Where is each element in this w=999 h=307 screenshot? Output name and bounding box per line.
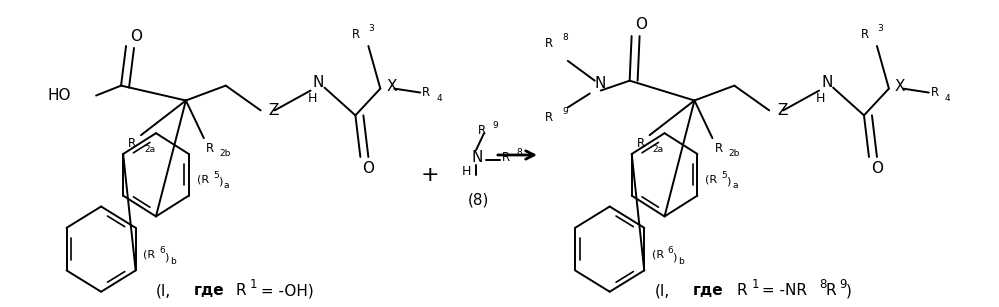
- Text: 2a: 2a: [652, 145, 663, 154]
- Text: R: R: [544, 111, 552, 124]
- Text: H: H: [308, 92, 317, 105]
- Text: Z: Z: [777, 103, 787, 118]
- Text: 8: 8: [562, 33, 568, 41]
- Text: X: X: [387, 79, 397, 94]
- Text: где: где: [194, 283, 225, 298]
- Text: 5: 5: [213, 171, 219, 180]
- Text: R: R: [479, 124, 487, 137]
- Text: 6: 6: [159, 246, 165, 255]
- Text: 1: 1: [751, 278, 759, 291]
- Text: R: R: [128, 137, 136, 150]
- Text: ): ): [164, 252, 168, 262]
- Text: 9: 9: [839, 278, 846, 291]
- Text: 2b: 2b: [728, 150, 739, 158]
- Text: N: N: [472, 150, 483, 165]
- Text: N: N: [821, 75, 832, 90]
- Text: 4: 4: [437, 94, 442, 103]
- Text: R: R: [861, 28, 869, 41]
- Text: R: R: [206, 142, 214, 154]
- Text: R: R: [931, 86, 939, 99]
- Text: b: b: [170, 257, 176, 266]
- Text: = -OH): = -OH): [256, 283, 314, 298]
- Text: a: a: [224, 181, 229, 190]
- Text: H: H: [463, 165, 472, 178]
- Text: (I,: (I,: [654, 283, 669, 298]
- Text: +: +: [421, 165, 440, 185]
- Text: (R: (R: [197, 175, 209, 185]
- Text: 1: 1: [250, 278, 257, 291]
- Text: (8): (8): [468, 192, 489, 207]
- Text: O: O: [130, 29, 142, 44]
- Text: N: N: [313, 75, 324, 90]
- Text: 6: 6: [667, 246, 673, 255]
- Text: b: b: [678, 257, 684, 266]
- Text: 3: 3: [877, 24, 883, 33]
- Text: O: O: [871, 161, 883, 176]
- Text: N: N: [594, 76, 606, 91]
- Text: = -NR: = -NR: [757, 283, 807, 298]
- Text: R: R: [636, 137, 644, 150]
- Text: 2a: 2a: [144, 145, 155, 154]
- Text: ): ): [846, 283, 852, 298]
- Text: (R: (R: [705, 175, 717, 185]
- Text: 4: 4: [945, 94, 950, 103]
- Text: 8: 8: [819, 278, 826, 291]
- Text: X: X: [895, 79, 905, 94]
- Text: (R: (R: [143, 249, 155, 259]
- Text: R: R: [714, 142, 722, 154]
- Text: R: R: [236, 283, 247, 298]
- Text: Z: Z: [269, 103, 279, 118]
- Text: ): ): [672, 252, 677, 262]
- Text: (R: (R: [651, 249, 663, 259]
- Text: ): ): [218, 177, 222, 187]
- Text: H: H: [816, 92, 825, 105]
- Text: ): ): [726, 177, 730, 187]
- Text: (I,: (I,: [156, 283, 171, 298]
- Text: R: R: [423, 86, 431, 99]
- Text: HO: HO: [48, 88, 71, 103]
- Text: a: a: [732, 181, 738, 190]
- Text: 8: 8: [515, 148, 521, 157]
- Text: R: R: [544, 37, 552, 49]
- Text: 3: 3: [369, 24, 374, 33]
- Text: 2b: 2b: [220, 150, 231, 158]
- Text: где: где: [692, 283, 723, 298]
- Text: 9: 9: [562, 107, 568, 116]
- Text: O: O: [635, 17, 647, 32]
- Text: R: R: [353, 28, 361, 41]
- Text: 9: 9: [493, 121, 498, 130]
- Text: R: R: [736, 283, 747, 298]
- Text: O: O: [363, 161, 375, 176]
- Text: 5: 5: [721, 171, 727, 180]
- Text: R: R: [501, 151, 510, 165]
- Text: R: R: [825, 283, 836, 298]
